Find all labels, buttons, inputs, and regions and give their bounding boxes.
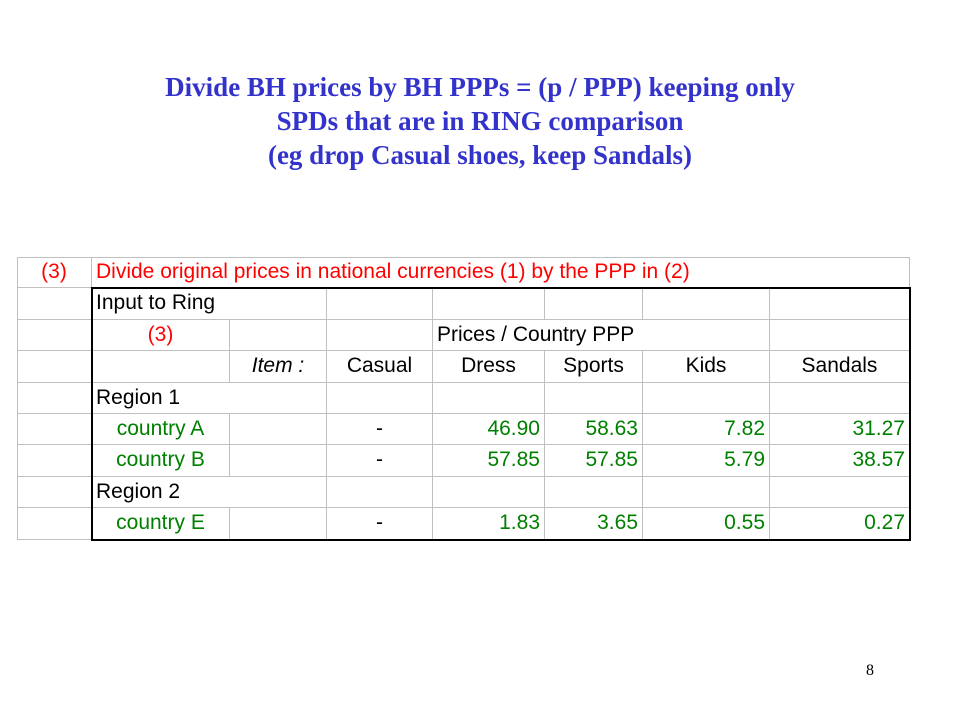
empty-cell	[643, 476, 770, 509]
value-cell-kids: 7.82	[643, 414, 770, 446]
region-label: Region 2	[92, 476, 327, 509]
empty-cell	[230, 445, 327, 477]
empty-cell	[17, 319, 92, 352]
region-label: Region 1	[92, 382, 327, 414]
empty-cell	[770, 288, 910, 320]
value-cell-sandals: 0.27	[770, 508, 910, 540]
header-tag: (3)	[17, 257, 92, 289]
empty-cell	[433, 476, 545, 509]
empty-cell	[770, 319, 910, 352]
empty-cell	[770, 476, 910, 509]
sub-tag: (3)	[92, 319, 230, 352]
column-header-sports: Sports	[545, 351, 643, 383]
value-cell-dress: 46.90	[433, 414, 545, 446]
value-cell-sports: 3.65	[545, 508, 643, 540]
column-header-dress: Dress	[433, 351, 545, 383]
empty-cell	[17, 445, 92, 477]
empty-cell	[92, 351, 230, 383]
value-cell-kids: 0.55	[643, 508, 770, 540]
value-cell-sports: 57.85	[545, 445, 643, 477]
empty-cell	[433, 288, 545, 320]
country-label: country B	[92, 445, 230, 477]
slide-title: Divide BH prices by BH PPPs = (p / PPP) …	[60, 70, 900, 172]
value-cell-dress: 57.85	[433, 445, 545, 477]
value-cell-sports: 58.63	[545, 414, 643, 446]
value-cell-casual: -	[327, 445, 433, 477]
value-cell-casual: -	[327, 508, 433, 540]
country-label: country A	[92, 414, 230, 446]
value-cell-kids: 5.79	[643, 445, 770, 477]
empty-cell	[17, 508, 92, 540]
page-number: 8	[866, 662, 874, 679]
header-text: Divide original prices in national curre…	[92, 257, 910, 289]
empty-cell	[327, 288, 433, 320]
value-cell-casual: -	[327, 414, 433, 446]
column-header-sandals: Sandals	[770, 351, 910, 383]
empty-cell	[433, 382, 545, 414]
title-line-1: Divide BH prices by BH PPPs = (p / PPP) …	[165, 72, 795, 102]
empty-cell	[230, 508, 327, 540]
group-label: Prices / Country PPP	[433, 319, 770, 352]
empty-cell	[327, 476, 433, 509]
input-to-ring-label: Input to Ring	[92, 288, 327, 320]
empty-cell	[327, 319, 433, 352]
empty-cell	[17, 476, 92, 509]
column-header-kids: Kids	[643, 351, 770, 383]
empty-cell	[643, 382, 770, 414]
empty-cell	[230, 319, 327, 352]
empty-cell	[643, 288, 770, 320]
empty-cell	[17, 414, 92, 446]
value-cell-sandals: 31.27	[770, 414, 910, 446]
empty-cell	[17, 351, 92, 383]
empty-cell	[545, 476, 643, 509]
country-label: country E	[92, 508, 230, 540]
column-header-casual: Casual	[327, 351, 433, 383]
empty-cell	[230, 414, 327, 446]
title-line-3: (eg drop Casual shoes, keep Sandals)	[267, 140, 693, 170]
title-line-2: SPDs that are in RING comparison	[276, 106, 684, 136]
value-cell-sandals: 38.57	[770, 445, 910, 477]
empty-cell	[545, 288, 643, 320]
value-cell-dress: 1.83	[433, 508, 545, 540]
empty-cell	[770, 382, 910, 414]
empty-cell	[17, 288, 92, 320]
empty-cell	[17, 382, 92, 414]
empty-cell	[545, 382, 643, 414]
item-label: Item :	[230, 351, 327, 383]
empty-cell	[327, 382, 433, 414]
